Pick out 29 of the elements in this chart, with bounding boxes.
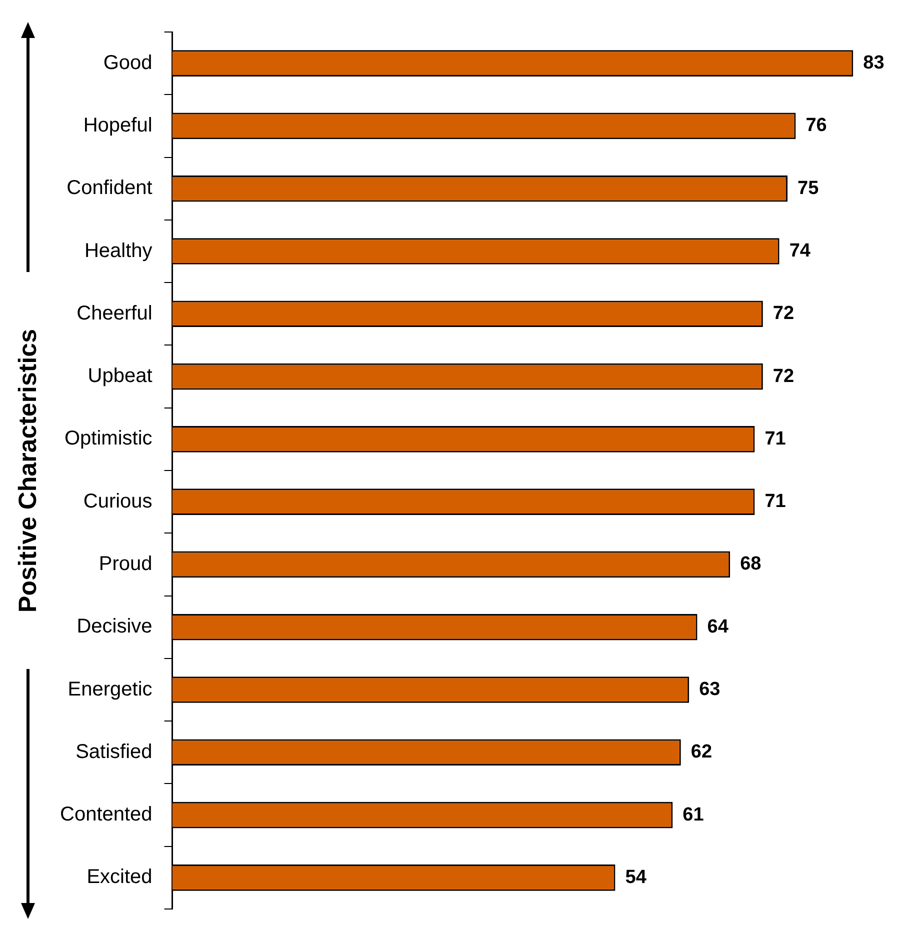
data-label: 54 — [625, 866, 647, 888]
data-label: 74 — [789, 240, 811, 262]
y-tick-label: Optimistic — [64, 428, 152, 450]
data-label: 71 — [764, 428, 786, 450]
data-label: 75 — [798, 178, 820, 199]
y-tick-label: Contented — [60, 804, 152, 826]
y-tick-label: Hopeful — [83, 114, 152, 136]
data-label: 64 — [707, 616, 729, 638]
y-tick-label: Cheerful — [76, 302, 152, 324]
y-tick-label: Decisive — [76, 616, 152, 638]
y-tick-label: Healthy — [84, 240, 152, 262]
y-tick-label: Satisfied — [76, 740, 152, 763]
y-axis-title: Positive Characteristics — [14, 328, 42, 612]
y-tick-label: Good — [103, 52, 152, 74]
data-label: 72 — [772, 366, 794, 387]
y-tick-label: Energetic — [68, 678, 152, 700]
y-tick-label: Proud — [98, 552, 152, 575]
y-tick-label: Upbeat — [88, 365, 153, 388]
data-label: 71 — [764, 491, 786, 512]
y-tick-label: Curious — [83, 490, 152, 512]
y-tick-label: Excited — [86, 866, 152, 888]
data-label: 76 — [806, 115, 827, 136]
data-label: 61 — [682, 804, 704, 826]
y-tick-label: Confident — [66, 177, 153, 200]
data-label: 62 — [690, 742, 712, 763]
data-label: 83 — [863, 52, 884, 74]
data-label: 63 — [699, 678, 720, 700]
data-label: 68 — [740, 554, 762, 575]
data-label: 72 — [772, 303, 794, 324]
